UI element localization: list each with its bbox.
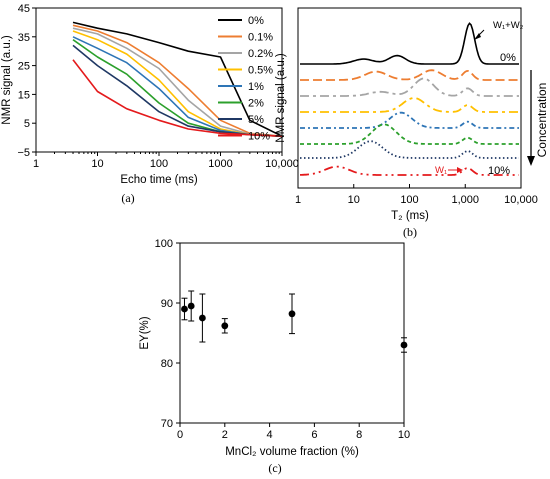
panel-a-legend: 0% 0.1% 0.2% 0.5% 1% 2% 5% 10% bbox=[218, 15, 273, 143]
x-tick-label: 100 bbox=[150, 158, 168, 170]
x-tick-label: 10,000 bbox=[504, 194, 538, 206]
x-tick-label: 100 bbox=[400, 194, 418, 206]
w1-arrowhead bbox=[457, 167, 463, 173]
x-tick-label: 1 bbox=[33, 158, 39, 170]
x-tick-label: 0 bbox=[177, 429, 183, 441]
y-tick-label: −5 bbox=[17, 147, 30, 159]
y-tick-label: 80 bbox=[161, 358, 173, 370]
panel-b-xlabel: T₂ (ms) bbox=[391, 210, 429, 222]
x-tick-label: 1 bbox=[295, 194, 301, 206]
x-tick-label: 10 bbox=[348, 194, 360, 206]
x-tick-label: 8 bbox=[356, 429, 362, 441]
series-line bbox=[72, 59, 283, 137]
w1w2-arrowhead bbox=[474, 33, 481, 40]
data-point bbox=[181, 305, 188, 313]
x-tick-label: 1000 bbox=[208, 158, 232, 170]
panel-c-plot-frame bbox=[179, 242, 405, 424]
annotation-w1w2: W₁+W₂ bbox=[493, 20, 524, 31]
annotation-concentration: Concentration bbox=[535, 83, 549, 158]
panel-c-caption: (c) bbox=[268, 461, 281, 475]
panel-b-ylabel: NMR signal (a.u.) bbox=[275, 53, 287, 143]
panel-c-points bbox=[181, 290, 408, 353]
x-tick-label: 1,000 bbox=[451, 194, 479, 206]
spectrum-line bbox=[300, 97, 519, 113]
panel-c-xlabel: MnCl₂ volume fraction (%) bbox=[225, 446, 359, 458]
legend-label: 10% bbox=[248, 131, 270, 143]
series-line bbox=[72, 24, 283, 137]
panel-b-caption: (b) bbox=[403, 225, 417, 239]
spectrum-line bbox=[300, 69, 519, 81]
x-tick-label: 2 bbox=[222, 429, 228, 441]
series-line bbox=[72, 21, 283, 137]
panel-c-ylabel: EY(%) bbox=[139, 316, 151, 349]
panel-a-caption: (a) bbox=[121, 191, 134, 205]
legend-label: 1% bbox=[248, 81, 264, 93]
panel-a-series bbox=[72, 21, 283, 137]
y-tick-label: 45 bbox=[18, 3, 30, 15]
panel-c-ticks: 0 2 4 6 8 10 70 80 90 100 bbox=[155, 238, 410, 441]
panel-b-plot-frame bbox=[297, 7, 522, 189]
legend-label: 0.2% bbox=[248, 48, 273, 60]
y-tick-label: 70 bbox=[161, 418, 173, 430]
panel-b-ticks: 1 10 100 1,000 10,000 bbox=[295, 184, 538, 206]
y-tick-label: 35 bbox=[18, 32, 30, 44]
series-line bbox=[72, 27, 283, 137]
annotation-bottom-label: 10% bbox=[488, 165, 510, 177]
data-point bbox=[288, 310, 296, 318]
panel-a-ylabel: NMR signal (a.u.) bbox=[1, 35, 13, 125]
y-tick-label: 25 bbox=[18, 61, 30, 73]
panel-b: 1 10 100 1,000 10,000 W₁+W₂ W₁ 0% 10% Concen… bbox=[275, 7, 549, 239]
data-point bbox=[187, 302, 195, 310]
x-tick-label: 4 bbox=[267, 429, 273, 441]
data-point bbox=[400, 341, 408, 349]
spectrum-line bbox=[300, 140, 519, 159]
annotation-w1: W₁ bbox=[435, 165, 447, 176]
panel-b-annotations: W₁+W₂ W₁ 0% 10% Concentration bbox=[435, 20, 549, 177]
spectrum-line bbox=[300, 165, 519, 176]
panel-c: 0 2 4 6 8 10 70 80 90 100 MnCl₂ volume fraction (… bbox=[139, 238, 410, 475]
y-tick-label: 15 bbox=[18, 89, 30, 101]
spectrum-line bbox=[300, 22, 519, 65]
x-tick-label: 10,000 bbox=[265, 158, 299, 170]
y-tick-label: 90 bbox=[161, 298, 173, 310]
y-tick-label: 100 bbox=[155, 238, 173, 250]
legend-label: 0.5% bbox=[248, 65, 273, 77]
spectrum-line bbox=[300, 123, 519, 145]
panel-a-xlabel: Echo time (ms) bbox=[120, 174, 197, 186]
legend-label: 2% bbox=[248, 98, 264, 110]
x-tick-label: 6 bbox=[311, 429, 317, 441]
spectrum-line bbox=[300, 111, 519, 129]
legend-label: 5% bbox=[248, 114, 264, 126]
x-tick-label: 10 bbox=[398, 429, 410, 441]
data-point bbox=[199, 314, 206, 322]
data-point bbox=[221, 322, 229, 330]
annotation-top-label: 0% bbox=[500, 52, 516, 64]
legend-label: 0.1% bbox=[248, 32, 273, 44]
x-tick-label: 10 bbox=[91, 158, 103, 170]
panel-b-series bbox=[300, 22, 519, 176]
panel-a-ticks: 1 10 100 1000 10,000 −5 5 15 25 35 45 bbox=[17, 3, 298, 170]
concentration-arrowhead bbox=[527, 156, 535, 166]
legend-label: 0% bbox=[248, 15, 264, 27]
spectrum-line bbox=[300, 77, 519, 97]
y-tick-label: 5 bbox=[24, 118, 30, 130]
panel-a: 1 10 100 1000 10,000 −5 5 15 25 35 45 0% 0.1% 0.2% 0.… bbox=[1, 3, 299, 205]
